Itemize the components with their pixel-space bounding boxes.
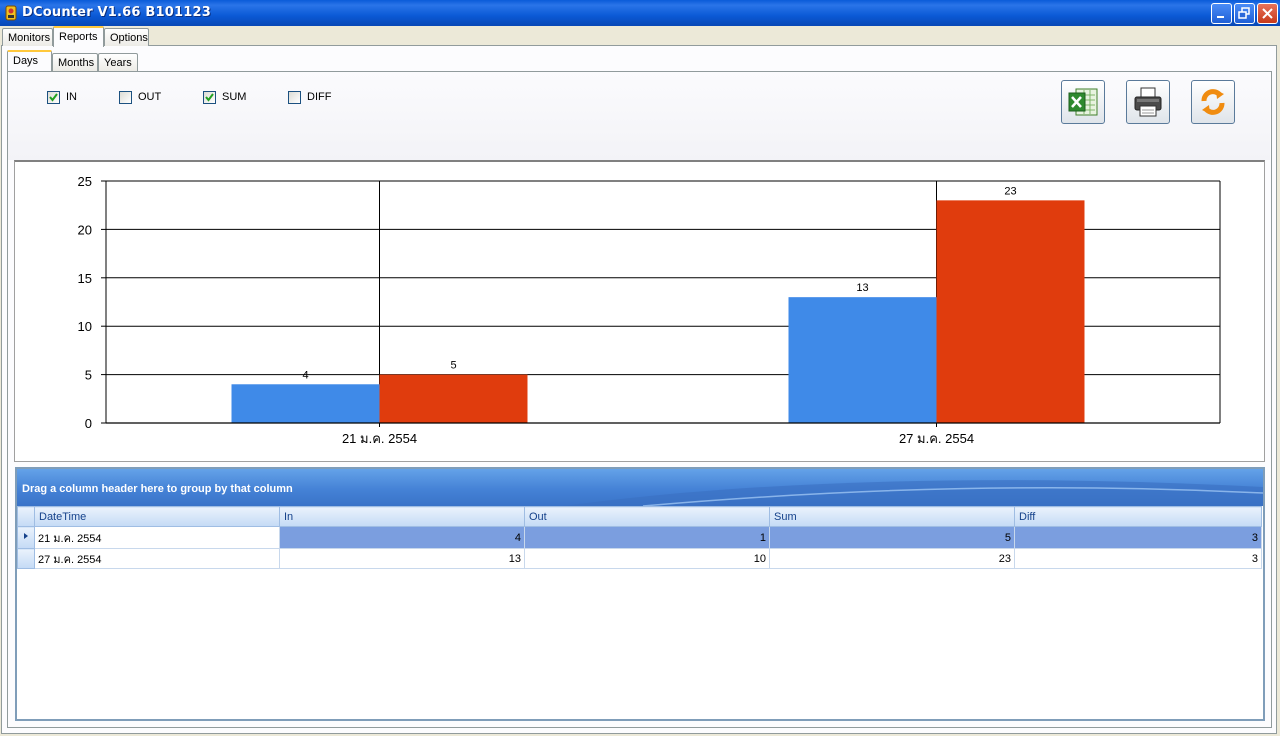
checkbox-label: IN: [66, 91, 77, 103]
minimize-icon: [1217, 16, 1224, 18]
header-swoosh: [563, 480, 1263, 506]
y-tick-label: 25: [78, 174, 92, 189]
title-bar: DCounter V1.66 B101123: [0, 0, 1280, 26]
bar: [936, 200, 1085, 423]
bar: [379, 374, 528, 423]
dcounter-icon: [5, 5, 17, 21]
column-header-diff[interactable]: Diff: [1014, 506, 1262, 527]
tab-years[interactable]: Years: [98, 53, 138, 71]
filter-panel: [8, 72, 1270, 160]
row-indicator-header: [17, 506, 35, 527]
close-icon: [1262, 8, 1273, 19]
x-tick-label: 27 ม.ค. 2554: [899, 431, 974, 446]
tab-monitors[interactable]: Monitors: [2, 28, 53, 46]
checkbox-label: OUT: [138, 91, 162, 103]
tab-reports[interactable]: Reports: [53, 26, 104, 47]
checkmark-icon: [205, 93, 214, 102]
x-tick-label: 21 ม.ค. 2554: [342, 431, 417, 446]
cell-datetime[interactable]: 27 ม.ค. 2554: [34, 548, 280, 569]
column-header-in[interactable]: In: [279, 506, 525, 527]
y-tick-label: 0: [85, 416, 92, 431]
current-row-arrow-icon: [24, 533, 28, 539]
y-tick-label: 20: [78, 222, 92, 237]
grid-header-row: DateTime In Out Sum Diff: [17, 506, 1262, 527]
data-label: 4: [302, 369, 308, 381]
tab-options[interactable]: Options: [104, 28, 149, 46]
window-title: DCounter V1.66 B101123: [22, 5, 211, 20]
data-grid: Drag a column header here to group by th…: [15, 467, 1265, 721]
cell-out[interactable]: 10: [524, 548, 770, 569]
close-button[interactable]: [1257, 3, 1278, 24]
row-indicator[interactable]: [17, 526, 35, 549]
minimize-button[interactable]: [1211, 3, 1232, 24]
tab-label: Reports: [59, 31, 98, 43]
column-header-datetime[interactable]: DateTime: [34, 506, 280, 527]
restore-button[interactable]: [1234, 3, 1255, 24]
export-excel-button[interactable]: [1061, 80, 1105, 124]
tab-months[interactable]: Months: [52, 53, 98, 71]
bar: [788, 297, 937, 423]
refresh-button[interactable]: [1191, 80, 1235, 124]
cell-datetime[interactable]: 21 ม.ค. 2554: [34, 526, 280, 549]
group-by-panel[interactable]: Drag a column header here to group by th…: [17, 469, 1263, 506]
y-tick-label: 5: [85, 368, 92, 383]
checkbox-label: DIFF: [307, 91, 332, 103]
bar-chart: 0 5 10 15 20 25 21 ม.ค. 2554 4 5 27 ม.ค. 2554 13 23: [78, 174, 1221, 446]
tab-label: Days: [13, 55, 39, 67]
checkmark-icon: [49, 93, 58, 102]
column-header-sum[interactable]: Sum: [769, 506, 1015, 527]
checkbox-box[interactable]: [47, 91, 60, 104]
cell-sum[interactable]: 23: [769, 548, 1015, 569]
printer-icon: [1134, 87, 1162, 117]
checkbox-box[interactable]: [288, 91, 301, 104]
cell-diff[interactable]: 3: [1014, 548, 1262, 569]
table-row[interactable]: 27 ม.ค. 2554 13 10 23 3: [17, 548, 1262, 569]
data-label: 5: [450, 360, 456, 372]
tab-label: Monitors: [8, 32, 51, 44]
group-panel-text: Drag a column header here to group by th…: [22, 483, 293, 495]
grid-table: DateTime In Out Sum Diff 21 ม.ค. 2554 4 …: [17, 506, 1262, 569]
checkbox-box[interactable]: [119, 91, 132, 104]
restore-icon: [1238, 7, 1250, 19]
cell-in[interactable]: 4: [279, 526, 525, 549]
checkbox-label: SUM: [222, 91, 247, 103]
cell-sum[interactable]: 5: [769, 526, 1015, 549]
main-tab-strip: Monitors Reports Options: [0, 26, 1280, 47]
bar: [231, 384, 380, 423]
y-tick-label: 10: [78, 319, 92, 334]
excel-export-icon: [1068, 88, 1098, 116]
tab-label: Months: [58, 57, 95, 69]
cell-diff[interactable]: 3: [1014, 526, 1262, 549]
chart-panel: 0 5 10 15 20 25 21 ม.ค. 2554 4 5 27 ม.ค. 2554 13 23: [14, 160, 1265, 462]
row-indicator[interactable]: [17, 548, 35, 569]
checkbox-box[interactable]: [203, 91, 216, 104]
print-button[interactable]: [1126, 80, 1170, 124]
report-tab-strip: Days Months Years: [7, 50, 1267, 72]
table-row[interactable]: 21 ม.ค. 2554 4 1 5 3: [17, 526, 1262, 549]
data-label: 23: [1004, 185, 1016, 197]
tab-label: Options: [110, 32, 148, 44]
y-tick-label: 15: [78, 271, 92, 286]
column-header-out[interactable]: Out: [524, 506, 770, 527]
tab-days[interactable]: Days: [7, 50, 52, 71]
refresh-icon: [1201, 89, 1225, 115]
data-label: 13: [856, 282, 868, 294]
cell-in[interactable]: 13: [279, 548, 525, 569]
tab-label: Years: [104, 57, 132, 69]
cell-out[interactable]: 1: [524, 526, 770, 549]
